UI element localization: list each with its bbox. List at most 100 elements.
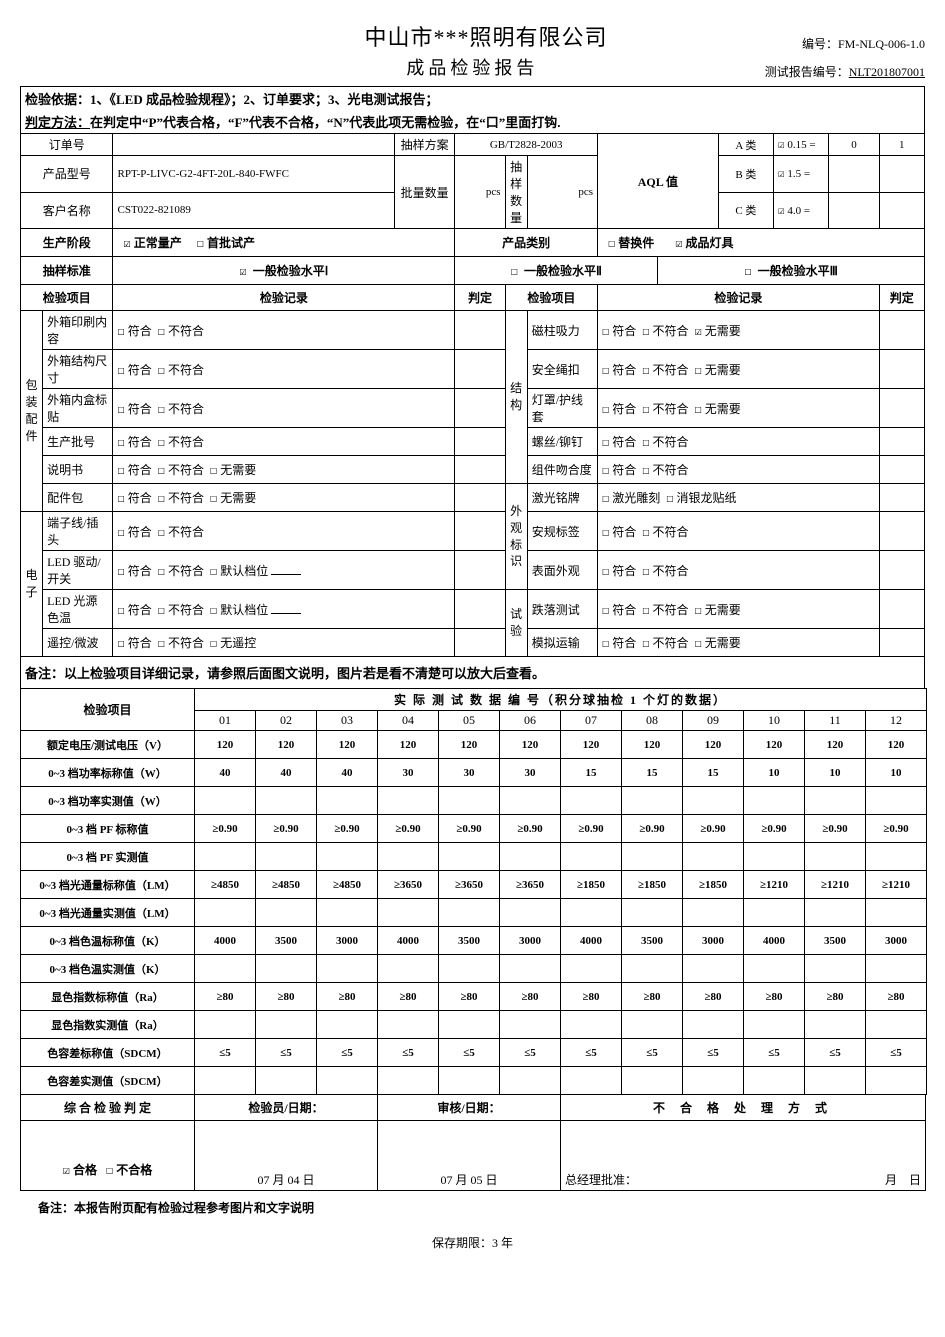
report-number: 测试报告编号：NLT201807001 (765, 63, 925, 80)
aql-c-r1 (829, 192, 879, 229)
measure-cell (561, 899, 622, 927)
measure-cell: ≥4850 (256, 871, 317, 899)
measure-row-label: 显色指数标称值（Ra） (21, 983, 195, 1011)
aql-c-r2 (879, 192, 924, 229)
right-item: 安全绳扣 (527, 350, 597, 389)
measure-cell (500, 899, 561, 927)
measure-cell (500, 1011, 561, 1039)
measure-cell: 40 (256, 759, 317, 787)
measure-cell: 120 (683, 731, 744, 759)
measure-cell: 40 (195, 759, 256, 787)
measure-row-label: 0~3 档光通量实测值（LM） (21, 899, 195, 927)
right-judge (879, 389, 924, 428)
left-record: ☐ 符合 ☐ 不符合 ☐ 无需要 (113, 484, 455, 512)
measure-cell: 3000 (683, 927, 744, 955)
measure-cell: 30 (378, 759, 439, 787)
right-item: 螺丝/铆钉 (527, 428, 597, 456)
measure-cell (378, 843, 439, 871)
left-judge (455, 551, 505, 590)
measure-cell (866, 843, 927, 871)
left-judge (455, 350, 505, 389)
measure-cell (866, 955, 927, 983)
order-no (113, 134, 395, 156)
measure-cell: ≥0.90 (683, 815, 744, 843)
measure-cell (622, 843, 683, 871)
measure-table: 检验项目 实 际 测 试 数 据 编 号（积分球抽检 1 个灯的数据） 0102… (20, 688, 927, 1095)
std-opt3: ☐ 一般检验水平Ⅲ (658, 257, 925, 285)
measure-cell (317, 787, 378, 815)
measure-cell (439, 955, 500, 983)
measure-cell (744, 955, 805, 983)
final-judge-label: 综 合 检 验 判 定 (21, 1095, 195, 1121)
left-item: LED 驱动/开关 (43, 551, 113, 590)
measure-cell: ≥80 (561, 983, 622, 1011)
hdr-record-l: 检验记录 (113, 285, 455, 311)
measure-cell (805, 1011, 866, 1039)
left-record: ☐ 符合 ☐ 不符合 (113, 350, 455, 389)
measure-row-label: 0~3 档色温实测值（K） (21, 955, 195, 983)
measure-cell: 3500 (256, 927, 317, 955)
measure-cell: ≥0.90 (866, 815, 927, 843)
group-test: 试验 (505, 590, 527, 657)
sample-qty: pcs (527, 156, 597, 229)
measure-cell: 30 (439, 759, 500, 787)
measure-cell: ≤5 (439, 1039, 500, 1067)
measure-cell (561, 955, 622, 983)
left-item: 端子线/插头 (43, 512, 113, 551)
measure-cell: ≥1210 (744, 871, 805, 899)
measure-cell: ≤5 (683, 1039, 744, 1067)
measure-cell: ≤5 (317, 1039, 378, 1067)
measure-cell: 30 (500, 759, 561, 787)
measure-cell (317, 955, 378, 983)
measure-cell (439, 899, 500, 927)
measure-cell: 15 (622, 759, 683, 787)
measure-cell: ≥0.90 (622, 815, 683, 843)
measure-cell: 3500 (805, 927, 866, 955)
measure-row-label: 显色指数实测值（Ra） (21, 1011, 195, 1039)
left-judge (455, 311, 505, 350)
measure-cell (622, 1067, 683, 1095)
aql-a-val: ☑ 0.15 = (774, 134, 829, 156)
right-record: ☐ 符合 ☐ 不符合 (598, 512, 880, 551)
measure-cell: ≤5 (195, 1039, 256, 1067)
aql-b-label: B 类 (718, 156, 773, 193)
measure-cell: 120 (805, 731, 866, 759)
measure-col: 12 (866, 711, 927, 731)
measure-cell (561, 1011, 622, 1039)
measure-cell (378, 1011, 439, 1039)
measure-cell: ≥0.90 (317, 815, 378, 843)
measure-cell: ≥80 (683, 983, 744, 1011)
measure-cell (500, 787, 561, 815)
measure-row-label: 0~3 档 PF 标称值 (21, 815, 195, 843)
std-opt1: ☑ 一般检验水平Ⅰ (113, 257, 455, 285)
hdr-judge-r: 判定 (879, 285, 924, 311)
left-item: 外箱结构尺寸 (43, 350, 113, 389)
aql-a-label: A 类 (718, 134, 773, 156)
measure-cell (805, 843, 866, 871)
measure-cell: ≥0.90 (500, 815, 561, 843)
measure-cell (500, 1067, 561, 1095)
right-item: 表面外观 (527, 551, 597, 590)
measure-row-label: 0~3 档光通量标称值（LM） (21, 871, 195, 899)
measure-cell (256, 843, 317, 871)
measure-cell (622, 899, 683, 927)
measure-cell (500, 955, 561, 983)
measure-cell (622, 1011, 683, 1039)
measure-cell (805, 899, 866, 927)
measure-cell: ≤5 (256, 1039, 317, 1067)
measure-cell (256, 899, 317, 927)
right-item: 模拟运输 (527, 629, 597, 657)
measure-cell (744, 787, 805, 815)
measure-cell: ≥80 (866, 983, 927, 1011)
left-item: LED 光源色温 (43, 590, 113, 629)
measure-cell: 120 (256, 731, 317, 759)
measure-cell (439, 843, 500, 871)
left-judge (455, 629, 505, 657)
measure-cell: ≥0.90 (439, 815, 500, 843)
left-item: 外箱印刷内容 (43, 311, 113, 350)
measure-cell (195, 955, 256, 983)
final-nc-label: 不 合 格 处 理 方 式 (561, 1095, 926, 1121)
phase-opts: ☑ 正常量产 ☐ 首批试产 (113, 229, 455, 257)
measure-col: 08 (622, 711, 683, 731)
final-date1: 07 月 04 日 (195, 1121, 378, 1191)
